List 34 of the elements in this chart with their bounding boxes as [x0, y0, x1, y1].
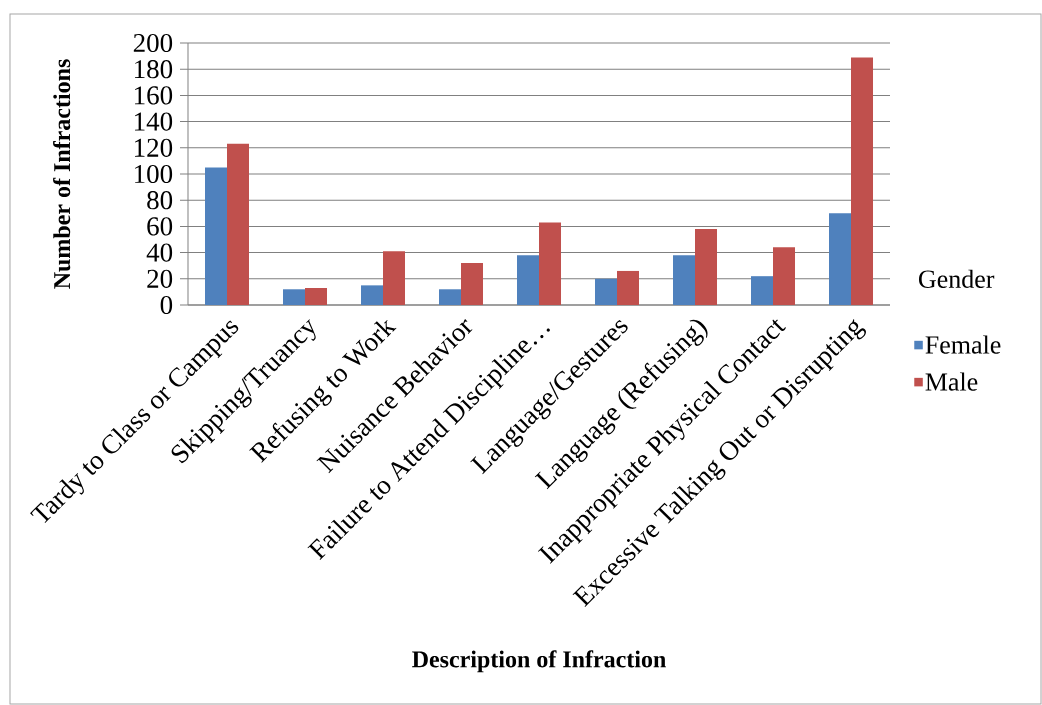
- y-tick-label: 40: [146, 243, 173, 262]
- bar: [751, 276, 773, 305]
- y-tick-label: 60: [147, 217, 173, 236]
- bar: [461, 263, 483, 305]
- y-tick-label: 140: [135, 112, 173, 131]
- legend-label: Male: [925, 372, 978, 391]
- bar: [673, 255, 695, 305]
- legend-label: Female: [925, 335, 1001, 354]
- y-axis-title: Number of Infractions: [53, 59, 71, 289]
- legend-title: Gender: [919, 269, 995, 288]
- bar: [305, 287, 327, 305]
- bar: [283, 289, 305, 305]
- bar: [205, 167, 227, 305]
- bar: [227, 143, 249, 305]
- y-tick-label: 120: [135, 138, 173, 157]
- bar: [383, 251, 405, 305]
- bar: [539, 222, 561, 305]
- y-tick-label: 0: [160, 295, 173, 315]
- y-tick-label: 160: [135, 86, 173, 105]
- y-tick-label: 80: [147, 191, 173, 210]
- bar: [439, 289, 461, 305]
- y-tick-label: 180: [135, 60, 173, 79]
- bar: [595, 278, 617, 305]
- bar: [361, 285, 383, 305]
- y-tick-label: 20: [147, 269, 173, 288]
- bar: [695, 229, 717, 305]
- y-tick-label: 100: [135, 164, 173, 184]
- bar: [851, 57, 873, 305]
- bar: [517, 255, 539, 305]
- bar: [829, 213, 851, 305]
- bar: [617, 270, 639, 305]
- bar: [773, 247, 796, 305]
- y-tick-label: 200: [133, 33, 173, 53]
- x-axis-title: Description of Infraction: [412, 650, 666, 673]
